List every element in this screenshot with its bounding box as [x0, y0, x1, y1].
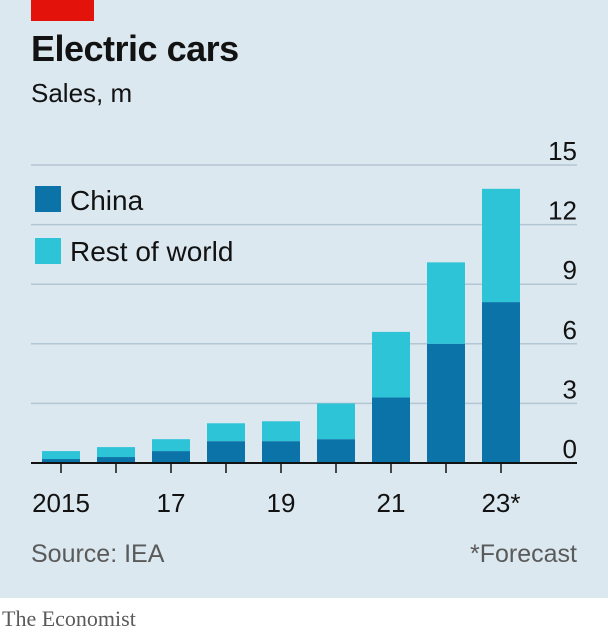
bar-china-2017 [152, 451, 190, 463]
x-tick-label-2023: 23* [481, 488, 520, 518]
legend-label-rest-of-world: Rest of world [70, 236, 233, 267]
legend-swatch-rest-of-world [35, 238, 61, 264]
y-tick-label-15: 15 [548, 136, 577, 166]
bar-rest-of-world-2018 [207, 423, 245, 442]
y-tick-label-9: 9 [563, 255, 577, 285]
chart-plot: 0 3 6 9 12 15 2015 17 19 21 23* China Rest of worl… [31, 136, 577, 518]
publisher-brand: The Economist [2, 606, 136, 631]
bar-china-2022 [427, 343, 465, 463]
chart-title: Electric cars [31, 28, 239, 69]
chart-subtitle: Sales, m [31, 78, 133, 108]
x-tick-label-2015: 2015 [32, 488, 90, 518]
y-tick-label-12: 12 [548, 196, 577, 226]
forecast-footnote: *Forecast [470, 540, 577, 568]
bar-china-2015 [42, 459, 80, 463]
bar-rest-of-world-2017 [152, 439, 190, 452]
brand-red-tag [31, 0, 94, 21]
chart-figure: Electric cars Sales, m 0 3 6 9 12 15 2015 17 19 2… [0, 0, 608, 598]
x-tick-label-2019: 19 [267, 488, 296, 518]
bar-rest-of-world-2023 [482, 188, 520, 303]
legend-label-china: China [70, 185, 144, 216]
x-tick-label-2017: 17 [157, 488, 186, 518]
source-note: Source: IEA [31, 540, 165, 568]
bar-rest-of-world-2019 [262, 421, 300, 442]
bar-rest-of-world-2015 [42, 451, 80, 460]
x-tick-label-2021: 21 [377, 488, 406, 518]
legend-swatch-china [35, 186, 61, 212]
bar-china-2018 [207, 441, 245, 463]
bar-rest-of-world-2022 [427, 262, 465, 344]
bar-rest-of-world-2020 [317, 403, 355, 440]
y-tick-label-0: 0 [563, 434, 577, 464]
y-tick-label-6: 6 [563, 315, 577, 345]
bar-china-2019 [262, 441, 300, 463]
bar-china-2023 [482, 302, 520, 463]
bar-rest-of-world-2021 [372, 331, 410, 398]
y-tick-label-3: 3 [563, 374, 577, 404]
bar-rest-of-world-2016 [97, 447, 135, 458]
bar-china-2021 [372, 397, 410, 463]
bar-china-2020 [317, 439, 355, 463]
bar-china-2016 [97, 457, 135, 463]
